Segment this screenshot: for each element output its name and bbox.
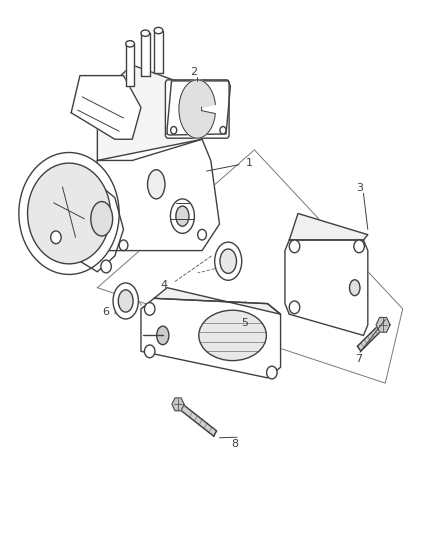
Circle shape — [219, 126, 226, 134]
Polygon shape — [172, 398, 184, 411]
Text: 8: 8 — [231, 439, 238, 449]
Ellipse shape — [147, 169, 165, 199]
Circle shape — [289, 301, 299, 314]
Ellipse shape — [214, 242, 241, 280]
Polygon shape — [154, 30, 162, 73]
Ellipse shape — [176, 206, 188, 226]
Ellipse shape — [154, 27, 162, 34]
Circle shape — [266, 366, 276, 379]
Polygon shape — [141, 298, 280, 378]
Text: 2: 2 — [189, 67, 196, 77]
Circle shape — [28, 163, 110, 264]
Circle shape — [119, 240, 127, 251]
Ellipse shape — [170, 199, 194, 233]
Ellipse shape — [91, 201, 113, 236]
Polygon shape — [97, 150, 402, 383]
FancyBboxPatch shape — [165, 80, 229, 138]
Polygon shape — [141, 33, 149, 76]
Polygon shape — [284, 240, 367, 335]
Circle shape — [353, 240, 364, 253]
Circle shape — [19, 152, 119, 274]
Text: 5: 5 — [241, 318, 248, 328]
Polygon shape — [125, 44, 134, 86]
Polygon shape — [97, 65, 219, 160]
Circle shape — [197, 229, 206, 240]
Ellipse shape — [141, 30, 149, 36]
Circle shape — [50, 231, 61, 244]
Polygon shape — [71, 76, 141, 139]
Text: 7: 7 — [355, 354, 362, 364]
Polygon shape — [154, 288, 280, 314]
Circle shape — [170, 126, 177, 134]
Polygon shape — [176, 402, 216, 436]
Circle shape — [144, 303, 155, 316]
Text: 3: 3 — [356, 183, 363, 193]
Polygon shape — [375, 318, 389, 332]
Ellipse shape — [118, 290, 133, 312]
Circle shape — [101, 260, 111, 273]
Ellipse shape — [113, 283, 138, 319]
Polygon shape — [179, 80, 215, 138]
Ellipse shape — [219, 249, 236, 273]
Polygon shape — [289, 214, 367, 240]
Ellipse shape — [125, 41, 134, 47]
Polygon shape — [357, 322, 384, 351]
Text: 4: 4 — [160, 280, 167, 290]
Text: 6: 6 — [102, 306, 110, 317]
Ellipse shape — [198, 310, 266, 361]
Polygon shape — [167, 81, 230, 135]
Circle shape — [144, 345, 155, 358]
Polygon shape — [88, 139, 219, 251]
Polygon shape — [45, 176, 123, 272]
Text: 1: 1 — [245, 158, 252, 168]
Circle shape — [289, 240, 299, 253]
Ellipse shape — [349, 280, 359, 296]
Ellipse shape — [156, 326, 169, 345]
